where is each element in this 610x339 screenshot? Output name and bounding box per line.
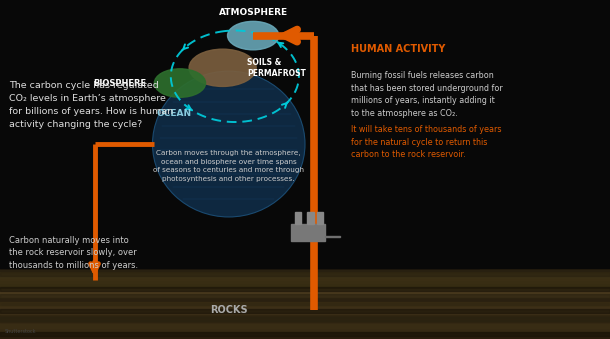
Text: Carbon naturally moves into
the rock reservoir slowly, over
thousands to million: Carbon naturally moves into the rock res…	[9, 236, 138, 270]
Text: Carbon moves through the atmosphere,
ocean and biosphere over time spans
of seas: Carbon moves through the atmosphere, oce…	[153, 151, 304, 182]
Text: The carbon cycle has regulated
CO₂ levels in Earth’s atmosphere
for billions of : The carbon cycle has regulated CO₂ level…	[9, 81, 173, 129]
Bar	[0, 279, 610, 288]
Bar	[307, 212, 314, 224]
Ellipse shape	[152, 71, 305, 217]
Bar	[295, 212, 301, 224]
Text: HUMAN ACTIVITY: HUMAN ACTIVITY	[351, 44, 445, 54]
Bar	[0, 304, 610, 314]
Text: OCEAN: OCEAN	[156, 109, 192, 118]
Text: Burning fossil fuels releases carbon
that has been stored underground for
millio: Burning fossil fuels releases carbon tha…	[351, 71, 503, 118]
Text: SOILS &
PERMAFROST: SOILS & PERMAFROST	[247, 58, 306, 78]
Circle shape	[154, 69, 206, 97]
Ellipse shape	[159, 75, 299, 213]
Circle shape	[228, 21, 279, 50]
Bar	[0, 313, 610, 322]
Text: ATMOSPHERE: ATMOSPHERE	[218, 8, 288, 17]
Bar	[0, 321, 610, 331]
Text: ROCKS: ROCKS	[210, 305, 248, 315]
Bar	[0, 287, 610, 297]
Bar	[317, 212, 323, 224]
Ellipse shape	[156, 73, 302, 215]
Bar	[0, 330, 610, 339]
Bar	[0, 262, 610, 271]
Bar	[0, 270, 610, 280]
Text: It will take tens of thousands of years
for the natural cycle to return this
car: It will take tens of thousands of years …	[351, 125, 501, 159]
Bar	[0, 296, 610, 305]
Text: Shutterstock: Shutterstock	[5, 329, 37, 334]
Bar	[291, 224, 325, 241]
Ellipse shape	[157, 74, 300, 214]
Ellipse shape	[152, 71, 305, 217]
Bar	[0, 253, 610, 263]
Text: BIOSPHERE: BIOSPHERE	[93, 79, 146, 87]
Bar	[325, 236, 340, 237]
Circle shape	[189, 49, 256, 86]
Ellipse shape	[154, 72, 304, 216]
